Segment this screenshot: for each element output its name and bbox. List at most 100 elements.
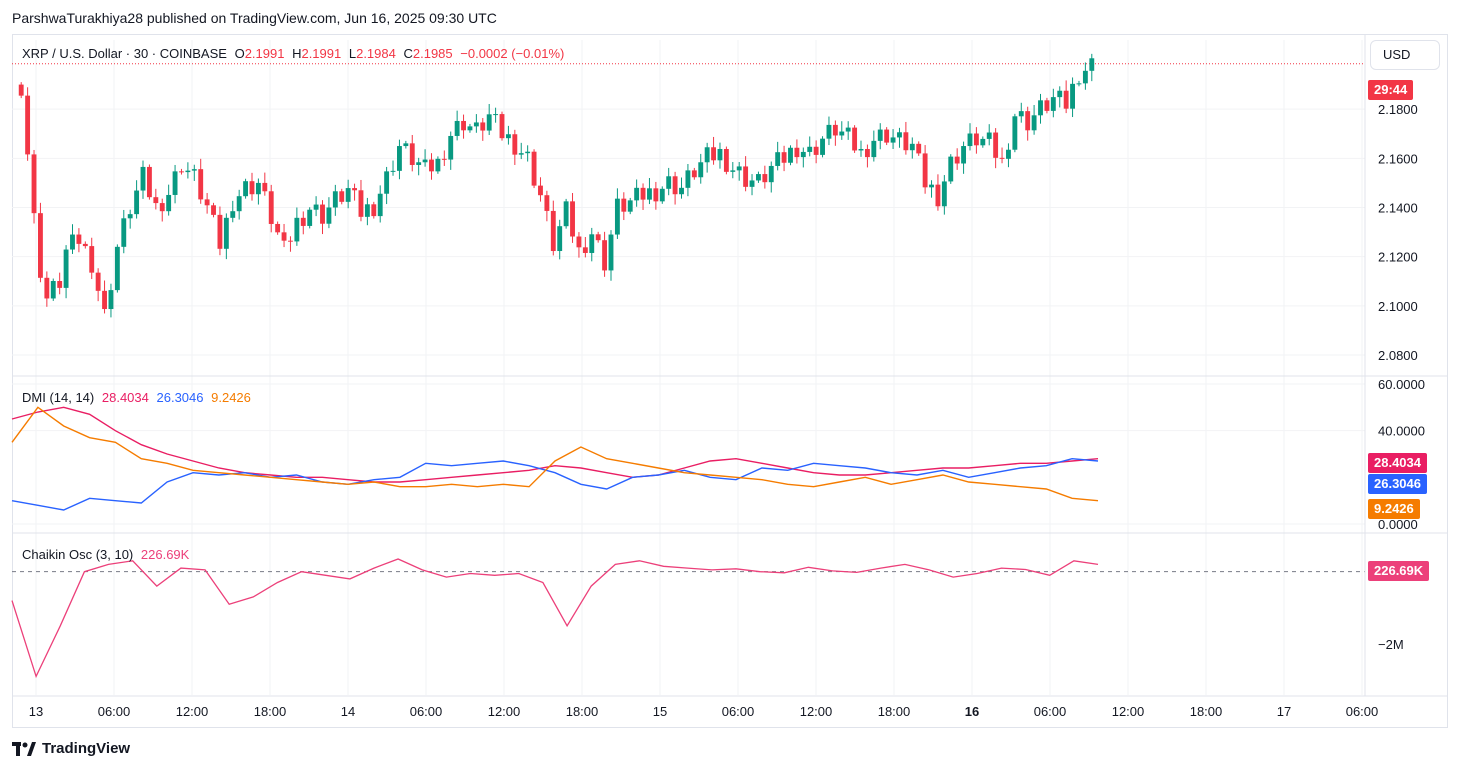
candle-body bbox=[217, 214, 223, 249]
candle-body bbox=[467, 126, 473, 131]
chaikin-value: 226.69K bbox=[140, 547, 190, 562]
candle-body bbox=[967, 133, 973, 147]
candle-body bbox=[518, 153, 524, 155]
axis-labels: 13 06:00 12:00 18:00 14 06:00 12:00 18:00 15 06:0… bbox=[29, 102, 1425, 719]
candle-body bbox=[377, 193, 383, 217]
candle-body bbox=[698, 162, 704, 178]
candle-body bbox=[371, 204, 377, 217]
candle-body bbox=[1082, 70, 1088, 84]
candle-body bbox=[1025, 111, 1031, 131]
candle-body bbox=[146, 166, 152, 198]
candle-body bbox=[640, 187, 646, 200]
candle-body bbox=[473, 122, 479, 127]
tradingview-logo[interactable]: TradingView bbox=[12, 740, 130, 757]
candle-body bbox=[1050, 97, 1056, 111]
candle-body bbox=[800, 151, 806, 158]
minus-di-line bbox=[11, 406, 1099, 502]
candle-body bbox=[935, 184, 941, 207]
candle-body bbox=[679, 187, 684, 195]
candle-body bbox=[544, 195, 550, 211]
x-tick-label: 12:00 bbox=[1112, 704, 1145, 719]
candle-body bbox=[364, 204, 370, 217]
candle-body bbox=[243, 181, 249, 197]
change-value: −0.0002 (−0.01%) bbox=[460, 46, 565, 61]
candle-body bbox=[762, 174, 768, 183]
price-tick-label: 2.1000 bbox=[1378, 299, 1418, 314]
candle-body bbox=[864, 148, 870, 158]
chaikin-label[interactable]: Chaikin Osc (3, 10) bbox=[22, 547, 134, 562]
price-tick-label: 2.0800 bbox=[1378, 348, 1418, 363]
x-tick-label: 12:00 bbox=[800, 704, 833, 719]
candle-body bbox=[95, 272, 101, 291]
candle-body bbox=[288, 240, 293, 242]
x-tick-label: 06:00 bbox=[410, 704, 443, 719]
candle-body bbox=[275, 223, 281, 233]
candle-body bbox=[730, 170, 736, 172]
plus-di-tag: 26.3046 bbox=[1368, 474, 1427, 494]
price-tick-label: 2.1800 bbox=[1378, 102, 1418, 117]
candle-body bbox=[749, 180, 755, 187]
candle-body bbox=[223, 217, 229, 249]
candle-body bbox=[313, 204, 319, 210]
candle-body bbox=[326, 207, 332, 224]
candle-body bbox=[903, 132, 909, 151]
candle-body bbox=[166, 194, 172, 212]
candle-body bbox=[1089, 58, 1095, 71]
candle-body bbox=[339, 191, 345, 202]
x-tick-label: 15 bbox=[653, 704, 667, 719]
candle-body bbox=[1006, 149, 1011, 159]
chaikin-line bbox=[11, 558, 1099, 679]
x-tick-label: 13 bbox=[29, 704, 43, 719]
chaikin-legend: Chaikin Osc (3, 10) 226.69K bbox=[22, 547, 193, 562]
candle-body bbox=[608, 234, 614, 271]
candle-body bbox=[781, 152, 787, 163]
candle-body bbox=[576, 236, 582, 248]
candle-body bbox=[1076, 83, 1082, 85]
candle-body bbox=[685, 170, 691, 188]
close-label: C bbox=[403, 46, 413, 61]
currency-button[interactable]: USD bbox=[1370, 40, 1440, 70]
candle-body bbox=[794, 147, 800, 158]
candle-body bbox=[429, 159, 434, 172]
candle-body bbox=[159, 203, 165, 212]
candle-body bbox=[108, 290, 114, 310]
candle-body bbox=[941, 181, 947, 207]
x-tick-label: 06:00 bbox=[1346, 704, 1379, 719]
candle-body bbox=[409, 143, 415, 165]
candle-body bbox=[505, 134, 511, 139]
candle-body bbox=[621, 198, 627, 212]
adx-value: 28.4034 bbox=[101, 390, 149, 405]
candlestick-series bbox=[18, 53, 1095, 318]
plus-di-line bbox=[11, 457, 1099, 511]
candle-body bbox=[897, 132, 902, 138]
candle-body bbox=[18, 84, 24, 96]
candle-body bbox=[38, 213, 43, 278]
candle-body bbox=[345, 188, 351, 202]
candle-body bbox=[653, 188, 659, 202]
candle-body bbox=[70, 234, 75, 250]
candle-body bbox=[980, 138, 986, 146]
candle-body bbox=[448, 135, 454, 160]
candle-body bbox=[1063, 90, 1069, 109]
candle-body bbox=[999, 157, 1005, 159]
candle-body bbox=[704, 147, 710, 163]
plus-di-value: 26.3046 bbox=[156, 390, 204, 405]
pane-separators bbox=[12, 34, 1447, 697]
candle-body bbox=[570, 201, 575, 237]
candle-body bbox=[1070, 83, 1075, 109]
x-tick-label: 06:00 bbox=[1034, 704, 1067, 719]
candle-body bbox=[589, 234, 595, 253]
dmi-tick-label: 40.0000 bbox=[1378, 424, 1425, 439]
chaikin-tag: 226.69K bbox=[1368, 561, 1430, 581]
dmi-label[interactable]: DMI (14, 14) bbox=[22, 390, 95, 405]
candle-body bbox=[230, 211, 236, 218]
candle-body bbox=[236, 196, 242, 212]
candle-body bbox=[602, 240, 608, 271]
candle-body bbox=[711, 147, 716, 161]
candle-body bbox=[723, 148, 729, 172]
symbol-label[interactable]: XRP / U.S. Dollar · 30 · COINBASE bbox=[22, 46, 227, 61]
candle-body bbox=[659, 188, 665, 202]
candle-body bbox=[672, 176, 678, 195]
x-tick-label: 12:00 bbox=[176, 704, 209, 719]
